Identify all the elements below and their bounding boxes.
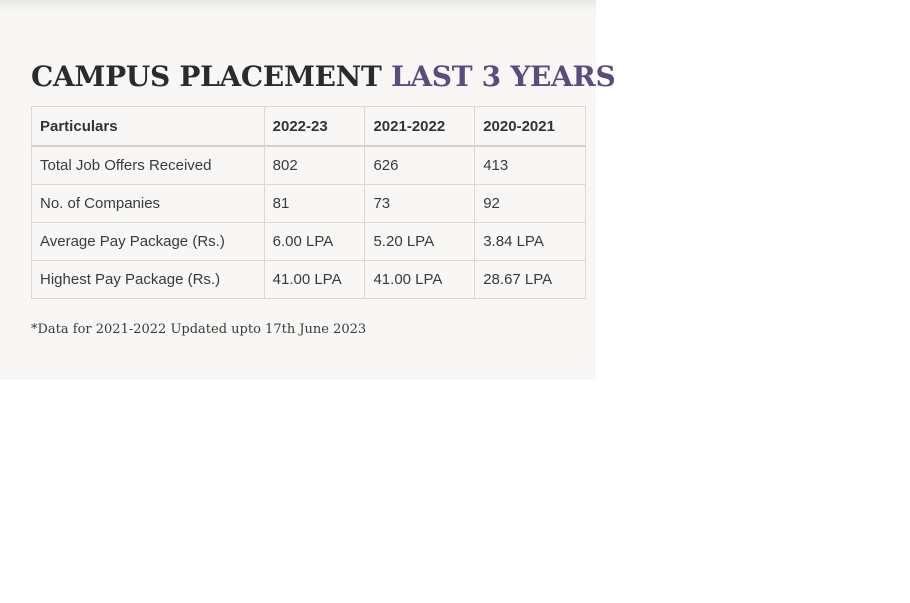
table-cell: 41.00 LPA <box>263 260 366 299</box>
table-header-row: Particulars 2022-23 2021-2022 2020-2021 <box>31 106 586 147</box>
table-cell: 28.67 LPA <box>474 260 586 299</box>
row-label: Highest Pay Package (Rs.) <box>31 260 265 299</box>
header-year-2022-23: 2022-23 <box>263 106 366 147</box>
heading-accent: LAST 3 YEARS <box>390 60 616 93</box>
data-footnote: *Data for 2021-2022 Updated upto 17th Ju… <box>31 322 367 337</box>
table-row: Highest Pay Package (Rs.) 41.00 LPA 41.0… <box>31 260 586 299</box>
table-cell: 5.20 LPA <box>364 222 476 261</box>
table-cell: 73 <box>364 184 476 223</box>
header-year-2021-2022: 2021-2022 <box>364 106 476 147</box>
table-cell: 81 <box>263 184 366 223</box>
row-label: Total Job Offers Received <box>31 145 265 185</box>
table-row: No. of Companies 81 73 92 <box>31 184 586 223</box>
table-row: Total Job Offers Received 802 626 413 <box>31 145 586 185</box>
table-row: Average Pay Package (Rs.) 6.00 LPA 5.20 … <box>31 222 586 261</box>
table-cell: 802 <box>263 145 366 185</box>
placement-table: Particulars 2022-23 2021-2022 2020-2021 … <box>31 106 586 299</box>
section-heading: CAMPUS PLACEMENT LAST 3 YEARS <box>31 57 616 97</box>
table-cell: 92 <box>474 184 586 223</box>
table-cell: 6.00 LPA <box>263 222 366 261</box>
header-particulars: Particulars <box>31 106 265 147</box>
row-label: No. of Companies <box>31 184 265 223</box>
table-cell: 413 <box>474 145 586 185</box>
placement-section: CAMPUS PLACEMENT LAST 3 YEARS Particular… <box>0 0 616 380</box>
header-year-2020-2021: 2020-2021 <box>474 106 586 147</box>
table-cell: 626 <box>364 145 476 185</box>
table-cell: 3.84 LPA <box>474 222 586 261</box>
table-cell: 41.00 LPA <box>364 260 476 299</box>
heading-primary: CAMPUS PLACEMENT <box>31 60 382 93</box>
row-label: Average Pay Package (Rs.) <box>31 222 265 261</box>
